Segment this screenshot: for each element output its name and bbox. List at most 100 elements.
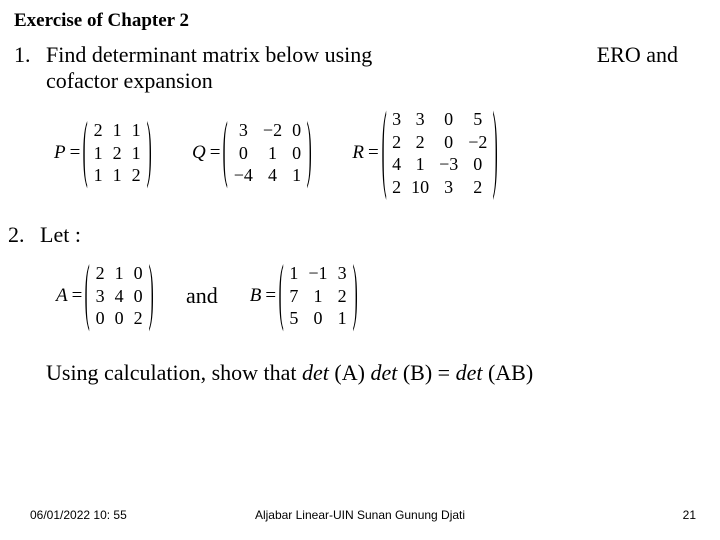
and-label: and: [182, 283, 222, 309]
paren-left-icon: (: [83, 110, 88, 196]
cell: 5: [463, 108, 492, 131]
cell: 1: [406, 153, 434, 176]
cell: −1: [303, 262, 332, 285]
cell: 2: [463, 176, 492, 199]
matrix-cells: 3 3 0 5 2 2 0 −2 4 1 −3 0 2 10 3 2: [387, 108, 492, 198]
cell: 1: [333, 307, 352, 330]
cell: 0: [229, 142, 258, 165]
cell: 1: [287, 164, 306, 187]
matrix-name: B: [250, 285, 262, 307]
matrix-cells: 1 −1 3 7 1 2 5 0 1: [284, 262, 351, 330]
cell: 1: [108, 119, 127, 142]
cell: 0: [303, 307, 332, 330]
cell: 7: [284, 285, 303, 308]
page-title: Exercise of Chapter 2: [14, 10, 706, 32]
item1-line2: cofactor expansion: [46, 68, 706, 94]
cell: 3: [91, 285, 110, 308]
cell: 2: [129, 307, 148, 330]
exercise-item-2: 2. Let :: [14, 222, 706, 248]
matrix-A: A = ( 2 1 0 3 4 0 0 0 2 ): [56, 262, 154, 330]
cell: 5: [284, 307, 303, 330]
cell: 3: [387, 108, 406, 131]
cell: 0: [129, 285, 148, 308]
equals-sign: =: [72, 285, 83, 307]
cell: 0: [463, 153, 492, 176]
cell: 0: [434, 108, 463, 131]
paren-left-icon: (: [279, 253, 284, 339]
cell: 4: [258, 164, 287, 187]
item-number: 2.: [8, 222, 40, 248]
cell: 0: [110, 307, 129, 330]
matrix-R: R = ( 3 3 0 5 2 2 0 −2 4 1 −3 0 2 10 3 2…: [352, 108, 498, 198]
cell: 3: [229, 119, 258, 142]
paren-right-icon: ): [146, 110, 151, 196]
cell: 1: [110, 262, 129, 285]
matrices-row-2: A = ( 2 1 0 3 4 0 0 0 2 ) and B = ( 1 −1…: [14, 262, 706, 330]
cell: 2: [387, 131, 406, 154]
matrix-cells: 2 1 1 1 2 1 1 1 2: [89, 119, 146, 187]
cell: 3: [333, 262, 352, 285]
exercise-item-1: 1. Find determinant matrix below using E…: [14, 42, 706, 94]
closing-a: (A): [329, 360, 371, 385]
equals-sign: =: [70, 142, 81, 164]
cell: 2: [127, 164, 146, 187]
item-number: 1.: [14, 42, 46, 94]
cell: −2: [463, 131, 492, 154]
cell: 1: [89, 164, 108, 187]
closing-ab: (AB): [482, 360, 533, 385]
matrices-row-1: P = ( 2 1 1 1 2 1 1 1 2 ) Q = ( 3 −2 0 0…: [14, 108, 706, 198]
item1-right: ERO and: [597, 42, 678, 68]
cell: 2: [108, 142, 127, 165]
cell: 3: [406, 108, 434, 131]
cell: −2: [258, 119, 287, 142]
item-text: Find determinant matrix below using ERO …: [46, 42, 706, 94]
closing-prefix: Using calculation, show that: [46, 360, 302, 385]
cell: −4: [229, 164, 258, 187]
cell: 2: [387, 176, 406, 199]
det-word: det: [456, 360, 483, 385]
footer-timestamp: 06/01/2022 10: 55: [30, 508, 127, 522]
cell: 1: [303, 285, 332, 308]
cell: 1: [258, 142, 287, 165]
cell: 3: [434, 176, 463, 199]
cell: 4: [387, 153, 406, 176]
matrix-cells: 3 −2 0 0 1 0 −4 4 1: [229, 119, 306, 187]
matrix-P: P = ( 2 1 1 1 2 1 1 1 2 ): [54, 119, 152, 187]
cell: 4: [110, 285, 129, 308]
matrix-Q: Q = ( 3 −2 0 0 1 0 −4 4 1 ): [192, 119, 312, 187]
cell: 2: [91, 262, 110, 285]
cell: 2: [406, 131, 434, 154]
matrix-name: A: [56, 285, 68, 307]
cell: 0: [129, 262, 148, 285]
cell: 10: [406, 176, 434, 199]
matrix-name: P: [54, 142, 66, 164]
cell: 2: [89, 119, 108, 142]
matrix-name: Q: [192, 142, 206, 164]
paren-left-icon: (: [85, 253, 90, 339]
cell: 1: [89, 142, 108, 165]
cell: 2: [333, 285, 352, 308]
paren-left-icon: (: [223, 110, 228, 196]
cell: 1: [127, 119, 146, 142]
equals-sign: =: [265, 285, 276, 307]
item-text: Let :: [40, 222, 81, 248]
equals-sign: =: [368, 142, 379, 164]
equals-sign: =: [210, 142, 221, 164]
paren-right-icon: ): [148, 253, 153, 339]
cell: 1: [127, 142, 146, 165]
footer-center: Aljabar Linear-UIN Sunan Gunung Djati: [255, 508, 465, 522]
paren-right-icon: ): [352, 253, 357, 339]
paren-left-icon: (: [381, 96, 386, 210]
matrix-B: B = ( 1 −1 3 7 1 2 5 0 1 ): [250, 262, 358, 330]
cell: 0: [434, 131, 463, 154]
cell: 1: [108, 164, 127, 187]
cell: −3: [434, 153, 463, 176]
paren-right-icon: ): [493, 96, 498, 210]
footer: 06/01/2022 10: 55 Aljabar Linear-UIN Sun…: [0, 508, 720, 522]
closing-statement: Using calculation, show that det (A) det…: [14, 360, 706, 386]
item1-left: Find determinant matrix below using: [46, 42, 372, 68]
cell: 1: [284, 262, 303, 285]
cell: 0: [287, 142, 306, 165]
matrix-name: R: [352, 142, 364, 164]
matrix-cells: 2 1 0 3 4 0 0 0 2: [91, 262, 148, 330]
